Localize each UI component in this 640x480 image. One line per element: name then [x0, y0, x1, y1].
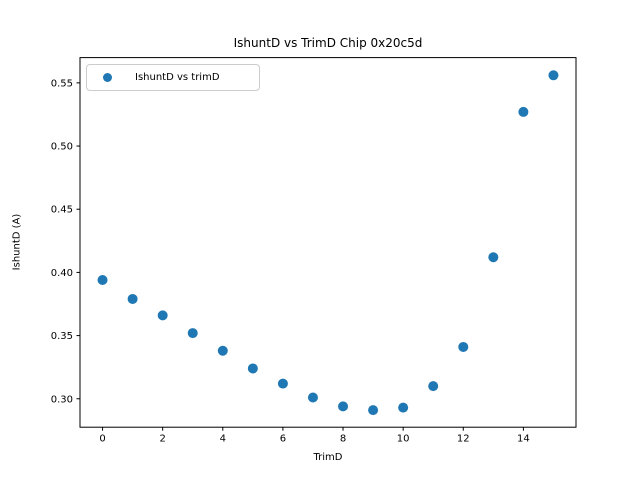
chart-title: IshuntD vs TrimD Chip 0x20c5d: [233, 36, 423, 50]
y-tick-label: 0.50: [51, 142, 73, 153]
scatter-point: [97, 274, 108, 285]
x-tick-label: 0: [99, 434, 105, 445]
scatter-point: [247, 363, 258, 374]
x-axis-label: TrimD: [313, 452, 343, 463]
scatter-point: [157, 310, 168, 321]
legend: IshuntD vs trimD: [86, 64, 260, 91]
x-tick-label: 8: [340, 434, 346, 445]
x-tick-label: 10: [397, 434, 410, 445]
scatter-point: [217, 345, 228, 356]
scatter-point: [428, 381, 439, 392]
x-tick-label: 6: [280, 434, 286, 445]
axes-frame: [79, 57, 577, 428]
scatter-point: [187, 328, 198, 339]
x-tick-label: 14: [517, 434, 530, 445]
scatter-point: [398, 402, 409, 413]
y-tick-label: 0.35: [51, 331, 73, 342]
scatter-point: [488, 252, 499, 263]
scatter-point: [127, 293, 138, 304]
x-tick-label: 12: [457, 434, 470, 445]
y-tick-label: 0.45: [51, 205, 73, 216]
legend-marker-icon: [103, 73, 112, 82]
x-tick-label: 4: [220, 434, 226, 445]
scatter-point: [548, 70, 559, 81]
y-axis-label: IshuntD (A): [11, 213, 23, 271]
scatter-point: [518, 106, 529, 117]
x-tick-label: 2: [159, 434, 165, 445]
scatter-point: [307, 392, 318, 403]
y-tick-label: 0.30: [51, 394, 73, 405]
y-tick-label: 0.55: [51, 78, 73, 89]
scatter-point: [368, 405, 379, 416]
scatter-point: [338, 401, 349, 412]
y-tick-label: 0.40: [51, 268, 73, 279]
legend-label: IshuntD vs trimD: [135, 72, 220, 83]
scatter-point: [458, 341, 469, 352]
scatter-point: [277, 378, 288, 389]
